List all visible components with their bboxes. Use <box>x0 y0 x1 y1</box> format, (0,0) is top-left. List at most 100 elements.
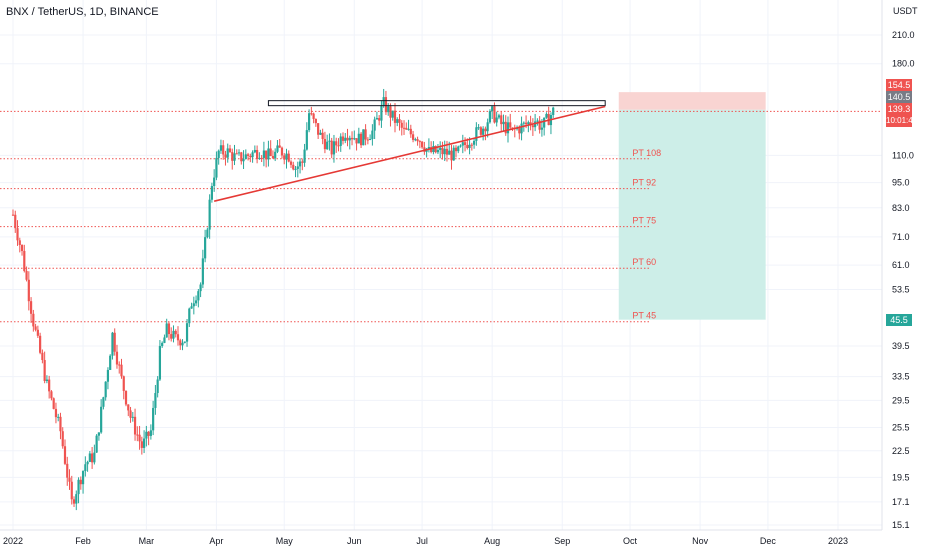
candle-body <box>348 137 351 141</box>
candle-body <box>303 149 306 163</box>
candle-body <box>52 398 55 409</box>
candle-body <box>382 97 385 106</box>
candle-body <box>448 150 451 155</box>
resistance-box <box>267 100 606 107</box>
price-axis-currency: USDT <box>893 6 918 16</box>
candle-body <box>224 154 227 158</box>
take-profit-label: PT 92 <box>632 178 656 188</box>
candle-body <box>301 161 304 163</box>
candle-body <box>100 406 103 433</box>
candle-body <box>222 145 225 155</box>
candle-body <box>152 407 155 431</box>
time-tick-label: Nov <box>692 536 709 546</box>
candle-body <box>416 139 419 142</box>
candle-body <box>396 119 399 123</box>
candle-body <box>430 147 433 152</box>
price-tick-label: 25.5 <box>892 422 910 432</box>
candle-body <box>258 157 261 159</box>
take-profit-label: PT 75 <box>632 216 656 226</box>
time-tick-label: Jul <box>416 536 428 546</box>
candle-body <box>210 186 214 200</box>
candle-body <box>298 161 302 167</box>
candle-body <box>346 137 349 141</box>
candle-body <box>520 123 523 134</box>
candle-body <box>326 141 329 150</box>
candle-body <box>524 122 528 125</box>
take-profit-label: PT 108 <box>632 148 661 158</box>
symbol-header: BNX / TetherUS, 1D, BINANCE <box>6 6 159 18</box>
candle-body <box>470 144 473 146</box>
candle-body <box>439 147 442 150</box>
candle-body <box>552 107 555 116</box>
candle-body <box>506 122 510 134</box>
candle-body <box>531 125 534 128</box>
candle-body <box>79 479 82 485</box>
candle-body <box>387 106 390 113</box>
candle-body <box>34 326 37 330</box>
candle-body <box>393 110 397 123</box>
price-tick-label: 39.5 <box>892 341 910 351</box>
candle-body <box>287 153 290 162</box>
candle-body <box>305 130 308 150</box>
candle-body <box>84 464 87 472</box>
candle-body <box>201 258 204 285</box>
candle-body <box>362 129 365 146</box>
time-tick-label: Feb <box>75 536 91 546</box>
candle-body <box>68 477 71 482</box>
time-tick-label: Sep <box>554 536 570 546</box>
candle-body <box>497 115 501 118</box>
candle-body <box>357 133 360 144</box>
candle-body <box>540 127 544 130</box>
candle-body <box>97 432 100 436</box>
candle-body <box>11 214 15 216</box>
candle-body <box>500 115 503 125</box>
price-tick-label: 29.5 <box>892 395 910 405</box>
candle-body <box>355 138 358 144</box>
candle-body <box>86 461 89 465</box>
candle-body <box>41 352 44 361</box>
candle-body <box>536 120 539 122</box>
candle-body <box>380 105 383 121</box>
candle-body <box>93 452 96 463</box>
time-tick-label: Dec <box>760 536 777 546</box>
price-tick-label: 53.5 <box>892 285 910 295</box>
candle-body <box>479 127 482 135</box>
candle-body <box>488 111 492 123</box>
candle-body <box>350 137 354 140</box>
candle-body <box>197 291 200 301</box>
candle-body <box>411 134 415 140</box>
candle-body <box>314 118 317 124</box>
stop-loss-price-tag: 154.5 <box>886 79 912 91</box>
candle-body <box>138 434 141 442</box>
candle-body <box>29 301 33 314</box>
price-tick-label: 22.5 <box>892 446 910 456</box>
candle-body <box>317 123 320 135</box>
candle-body <box>482 128 485 135</box>
last-price-tag: 139.3 <box>886 103 912 115</box>
candle-body <box>375 118 379 120</box>
candle-body <box>149 430 152 436</box>
time-tick-label: Jun <box>347 536 362 546</box>
candle-body <box>57 416 60 418</box>
price-tick-label: 71.0 <box>892 232 910 242</box>
candle-body <box>262 150 265 158</box>
time-tick-label: May <box>276 536 294 546</box>
candle-body <box>72 499 76 504</box>
candle-body <box>194 300 198 304</box>
candle-body <box>468 144 471 148</box>
candle-body <box>289 161 293 165</box>
candle-body <box>70 481 73 500</box>
candle-body <box>142 438 146 448</box>
candle-body <box>188 308 191 324</box>
take-profit-label: PT 45 <box>632 311 656 321</box>
candle-body <box>405 127 408 130</box>
candle-body <box>167 323 171 335</box>
candle-body <box>219 145 223 151</box>
candle-body <box>472 140 476 145</box>
candle-body <box>402 127 406 129</box>
price-tick-label: 33.5 <box>892 372 910 382</box>
candle-body <box>271 156 275 159</box>
countdown-tag: 10:01:49 <box>886 115 918 127</box>
candles <box>11 88 555 511</box>
